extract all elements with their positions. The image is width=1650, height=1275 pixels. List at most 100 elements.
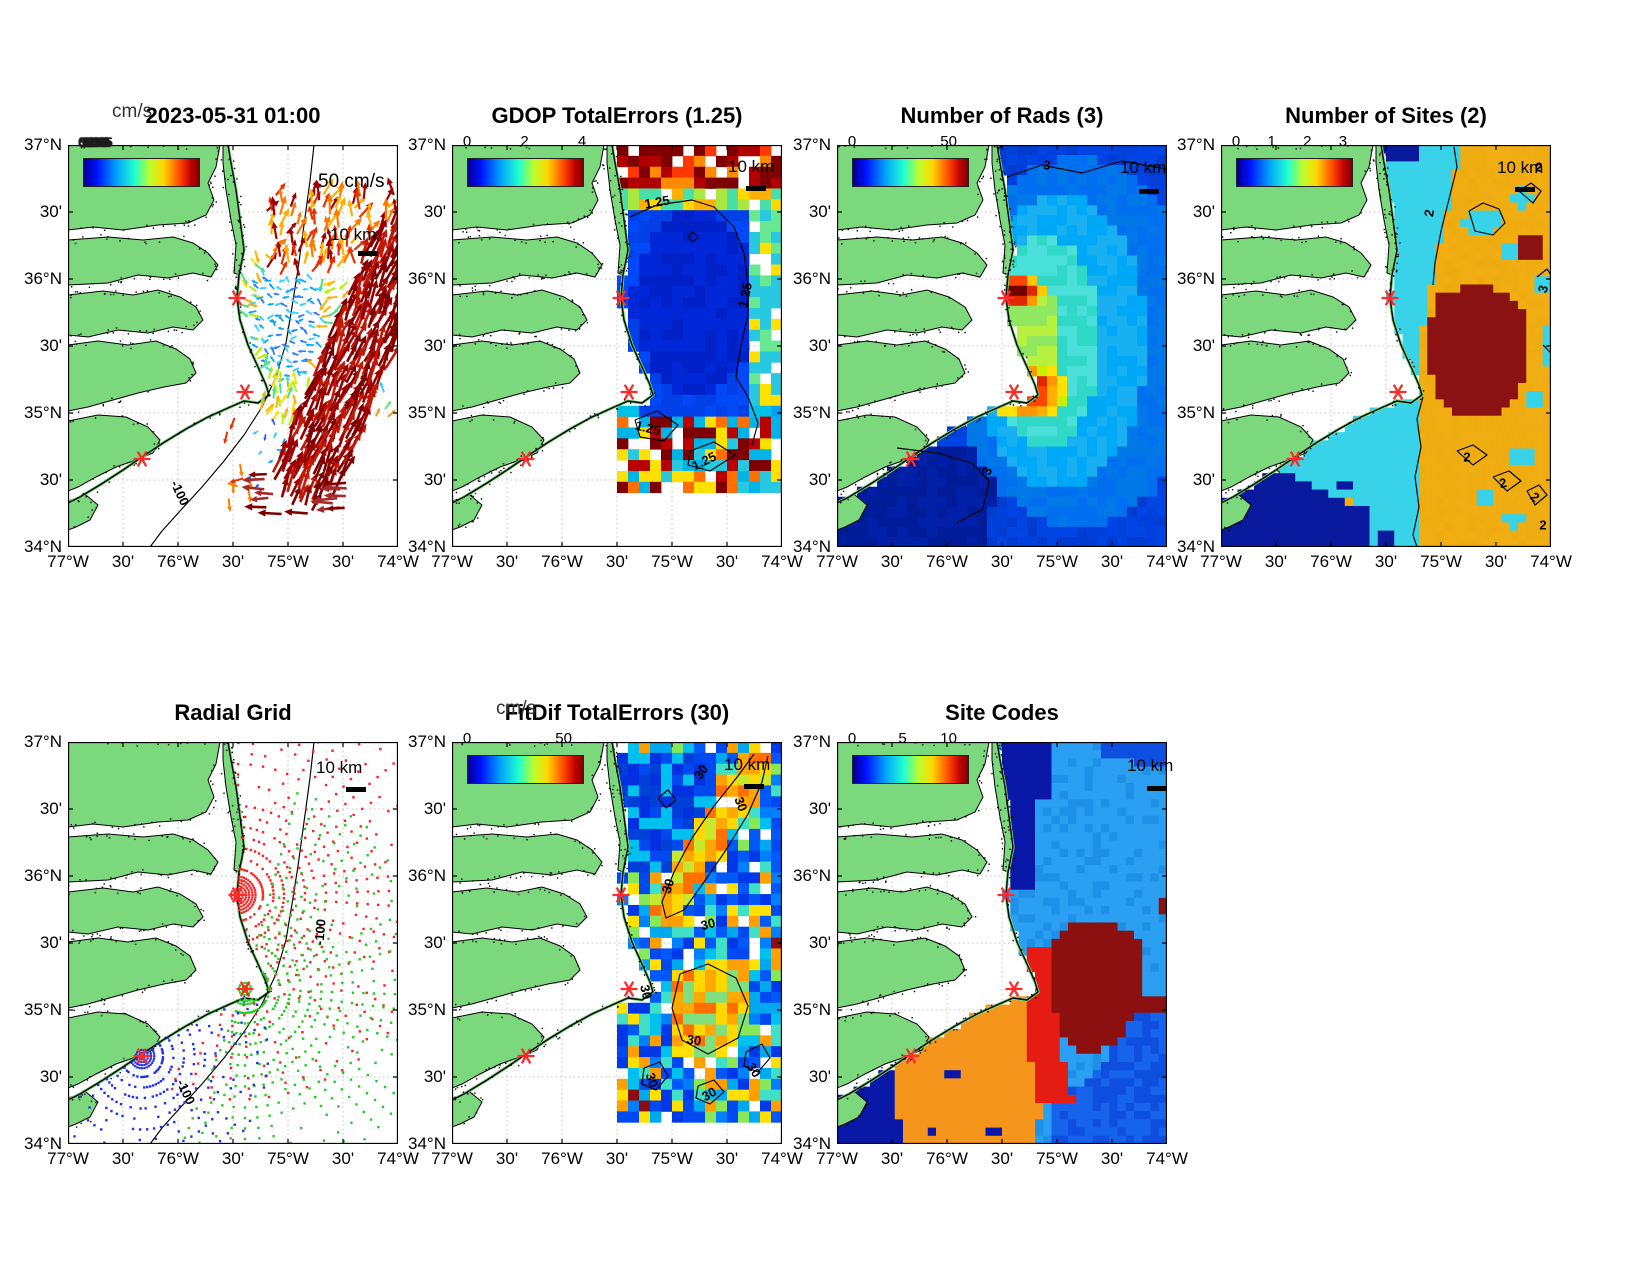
x-axis-tick-label: 75°W [267,1149,309,1168]
y-axis-tick-label: 34°N [793,537,831,556]
x-axis-tick-label: 75°W [267,552,309,571]
panel-title: Number of Rads (3) [900,103,1104,128]
x-axis-tick-label: 30' [715,552,739,571]
y-axis-tick-label: 36°N [24,269,62,288]
y-axis-tick-label: 30' [39,470,62,489]
x-axis-tick-label: 74°W [761,552,803,571]
colorbar-tick-label: 2 [1303,133,1312,150]
x-axis-tick-label: 30' [1374,552,1398,571]
x-axis-tick-label: 30' [495,552,519,571]
panel-title: FitDif TotalErrors (30) [504,700,730,725]
x-axis-tick-label: 30' [880,552,904,571]
map-scale-bar [746,186,766,191]
y-axis-tick-label: 30' [423,336,446,355]
x-axis-tick-label: 74°W [1530,552,1572,571]
colorbar-tick-label: 5 [898,730,907,747]
colorbar-overlapping-tick-labels: 0510152025303540455055 [78,134,113,150]
y-axis-tick-label: 37°N [408,135,446,154]
map-scale-bar [358,251,378,256]
y-axis-tick-label: 37°N [1177,135,1215,154]
x-axis-tick-label: 74°W [1146,1149,1188,1168]
contour-label: 30 [685,1031,703,1049]
map-field-canvas [452,145,782,547]
map-scale-bar [744,784,764,789]
colorbar-tick-label: 4 [577,133,587,150]
map-scale-label: 10 km [728,157,775,176]
map-field-canvas [837,742,1167,1144]
x-axis-tick-label: 76°W [926,552,968,571]
y-axis-tick-label: 35°N [1177,403,1215,422]
colorbar-units-label: cm/s [112,101,153,122]
y-axis-tick-label: 30' [423,799,446,818]
x-axis-tick-label: 77°W [816,1149,858,1168]
x-axis-tick-label: 30' [111,552,135,571]
panel-title: Radial Grid [174,700,292,725]
panel-radial-grid: Radial Grid 10 km -100 -100 37°N 30' 36°N 30'… [24,700,419,1168]
y-axis-tick-label: 37°N [408,732,446,751]
y-axis-tick-label: 35°N [793,1000,831,1019]
y-axis-tick-label: 30' [39,933,62,952]
x-axis-tick-label: 30' [495,1149,519,1168]
x-axis-tick-label: 30' [715,1149,739,1168]
map-scale-label: 10 km [1497,158,1544,177]
y-axis-tick-label: 37°N [24,135,62,154]
x-axis-tick-label: 30' [1484,552,1508,571]
x-axis-tick-label: 76°W [926,1149,968,1168]
map-scale-bar [1515,187,1535,192]
y-axis-tick-label: 30' [1192,202,1215,221]
y-axis-tick-label: 30' [423,470,446,489]
y-axis-tick-label: 37°N [24,732,62,751]
x-axis-tick-label: 75°W [1420,552,1462,571]
map-plot-area: 0 50 10 km 3 3 [837,133,1167,547]
y-axis-tick-label: 36°N [793,269,831,288]
x-axis-tick-label: 77°W [431,552,473,571]
x-axis-tick-label: 77°W [431,1149,473,1168]
y-axis-tick-label: 30' [808,933,831,952]
y-axis-tick-label: 30' [1192,336,1215,355]
y-axis-tick-label: 36°N [24,866,62,885]
x-axis-tick-label: 30' [221,552,245,571]
colorbar-tick-label: 50 [940,133,957,150]
y-axis-tick-label: 34°N [793,1134,831,1153]
x-axis-tick-label: 30' [990,1149,1014,1168]
panel-site-codes: Site Codes 0 5 10 10 km 37°N 30' 36°N 30' 35°N 3… [793,700,1188,1168]
panel-title: GDOP TotalErrors (1.25) [491,103,743,128]
colorbar [852,158,969,187]
x-axis-tick-label: 30' [221,1149,245,1168]
y-axis-tick-label: 36°N [408,866,446,885]
x-axis-tick-label: 30' [990,552,1014,571]
x-axis-tick-label: 77°W [1200,552,1242,571]
y-axis-tick-label: 34°N [408,537,446,556]
x-axis-tick-label: 76°W [1310,552,1352,571]
y-axis-tick-label: 30' [808,1067,831,1086]
x-axis-tick-label: 74°W [761,1149,803,1168]
map-scale-label: 10 km [1127,756,1174,775]
colorbar-tick-label: 0 [462,133,472,150]
y-axis-tick-label: 30' [423,933,446,952]
x-axis-tick-label: 75°W [1036,552,1078,571]
x-axis-tick-label: 74°W [1146,552,1188,571]
y-axis-tick-label: 35°N [24,1000,62,1019]
map-scale-bar [1147,786,1167,791]
x-axis-tick-label: 76°W [541,552,583,571]
x-axis-tick-label: 76°W [157,552,199,571]
y-axis-tick-label: 36°N [793,866,831,885]
colorbar-tick-label: 0 [847,730,857,747]
x-axis-tick-label: 30' [111,1149,135,1168]
x-axis-tick-label: 30' [1100,1149,1124,1168]
panel-gdop: GDOP TotalErrors (1.25) 0 2 4 10 km 1.25 1.25… [408,103,803,571]
colorbar-tick-label: 0 [847,133,857,150]
contour-label: 30 [637,983,655,1001]
panel-title: 2023-05-31 01:00 [145,103,321,128]
x-axis-tick-label: 30' [605,552,629,571]
colorbar [1236,158,1353,187]
colorbar-tick-label: 0 [462,730,472,747]
y-axis-tick-label: 30' [808,470,831,489]
contour-label: -100 [311,918,329,946]
contour-label: 2 [1535,159,1543,175]
map-scale-label: 10 km [1120,158,1167,177]
colorbar-tick-label: 10 [940,730,957,747]
y-axis-tick-label: 30' [808,336,831,355]
map-plot-area: 0 50 10 km 30 30 30 30 30 30 30 30 30 [452,730,782,1144]
